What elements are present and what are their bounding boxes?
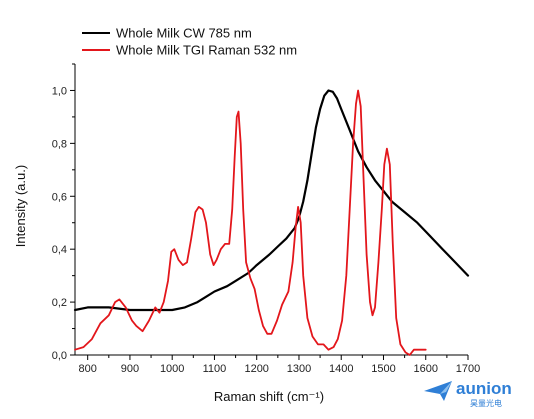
logo-text: aunion <box>456 379 512 398</box>
x-tick-label: 800 <box>78 363 96 375</box>
axes: 800 900 1000 1100 1200 1300 1400 1500 1600 1700 0,… <box>52 63 480 375</box>
x-tick-label: 900 <box>121 363 139 375</box>
x-tick-label: 1000 <box>160 363 184 375</box>
x-tick-label: 1400 <box>329 363 353 375</box>
y-tick-label: 0,6 <box>52 191 67 203</box>
logo-subtext: 昊量光电 <box>470 398 502 408</box>
series-line-1 <box>73 89 470 312</box>
x-tick-label: 1500 <box>371 363 395 375</box>
x-tick-label: 1100 <box>203 363 227 375</box>
y-tick-label: 0,8 <box>52 138 67 150</box>
x-tick-label: 1600 <box>413 363 437 375</box>
y-tick-label: 0,4 <box>52 244 67 256</box>
legend: Whole Milk CW 785 nm Whole Milk TGI Raman… <box>82 26 297 58</box>
y-axis-title: Intensity (a.u.) <box>13 165 28 247</box>
y-tick-label: 0,2 <box>52 297 67 309</box>
y-tick-label: 1,0 <box>52 85 67 97</box>
y-tick-label: 0,0 <box>52 350 67 362</box>
legend-label: Whole Milk CW 785 nm <box>116 26 252 41</box>
series-line-2 <box>74 89 427 356</box>
logo-mark-accent-icon <box>440 381 452 394</box>
series-layer <box>73 89 470 356</box>
logo-mark-icon <box>424 381 452 401</box>
logo: aunion 昊量光电 <box>424 379 512 408</box>
x-tick-label: 1700 <box>456 363 480 375</box>
legend-label: Whole Milk TGI Raman 532 nm <box>116 43 297 58</box>
x-axis-title: Raman shift (cm⁻¹) <box>214 389 324 404</box>
x-tick-label: 1200 <box>244 363 268 375</box>
x-tick-label: 1300 <box>287 363 311 375</box>
